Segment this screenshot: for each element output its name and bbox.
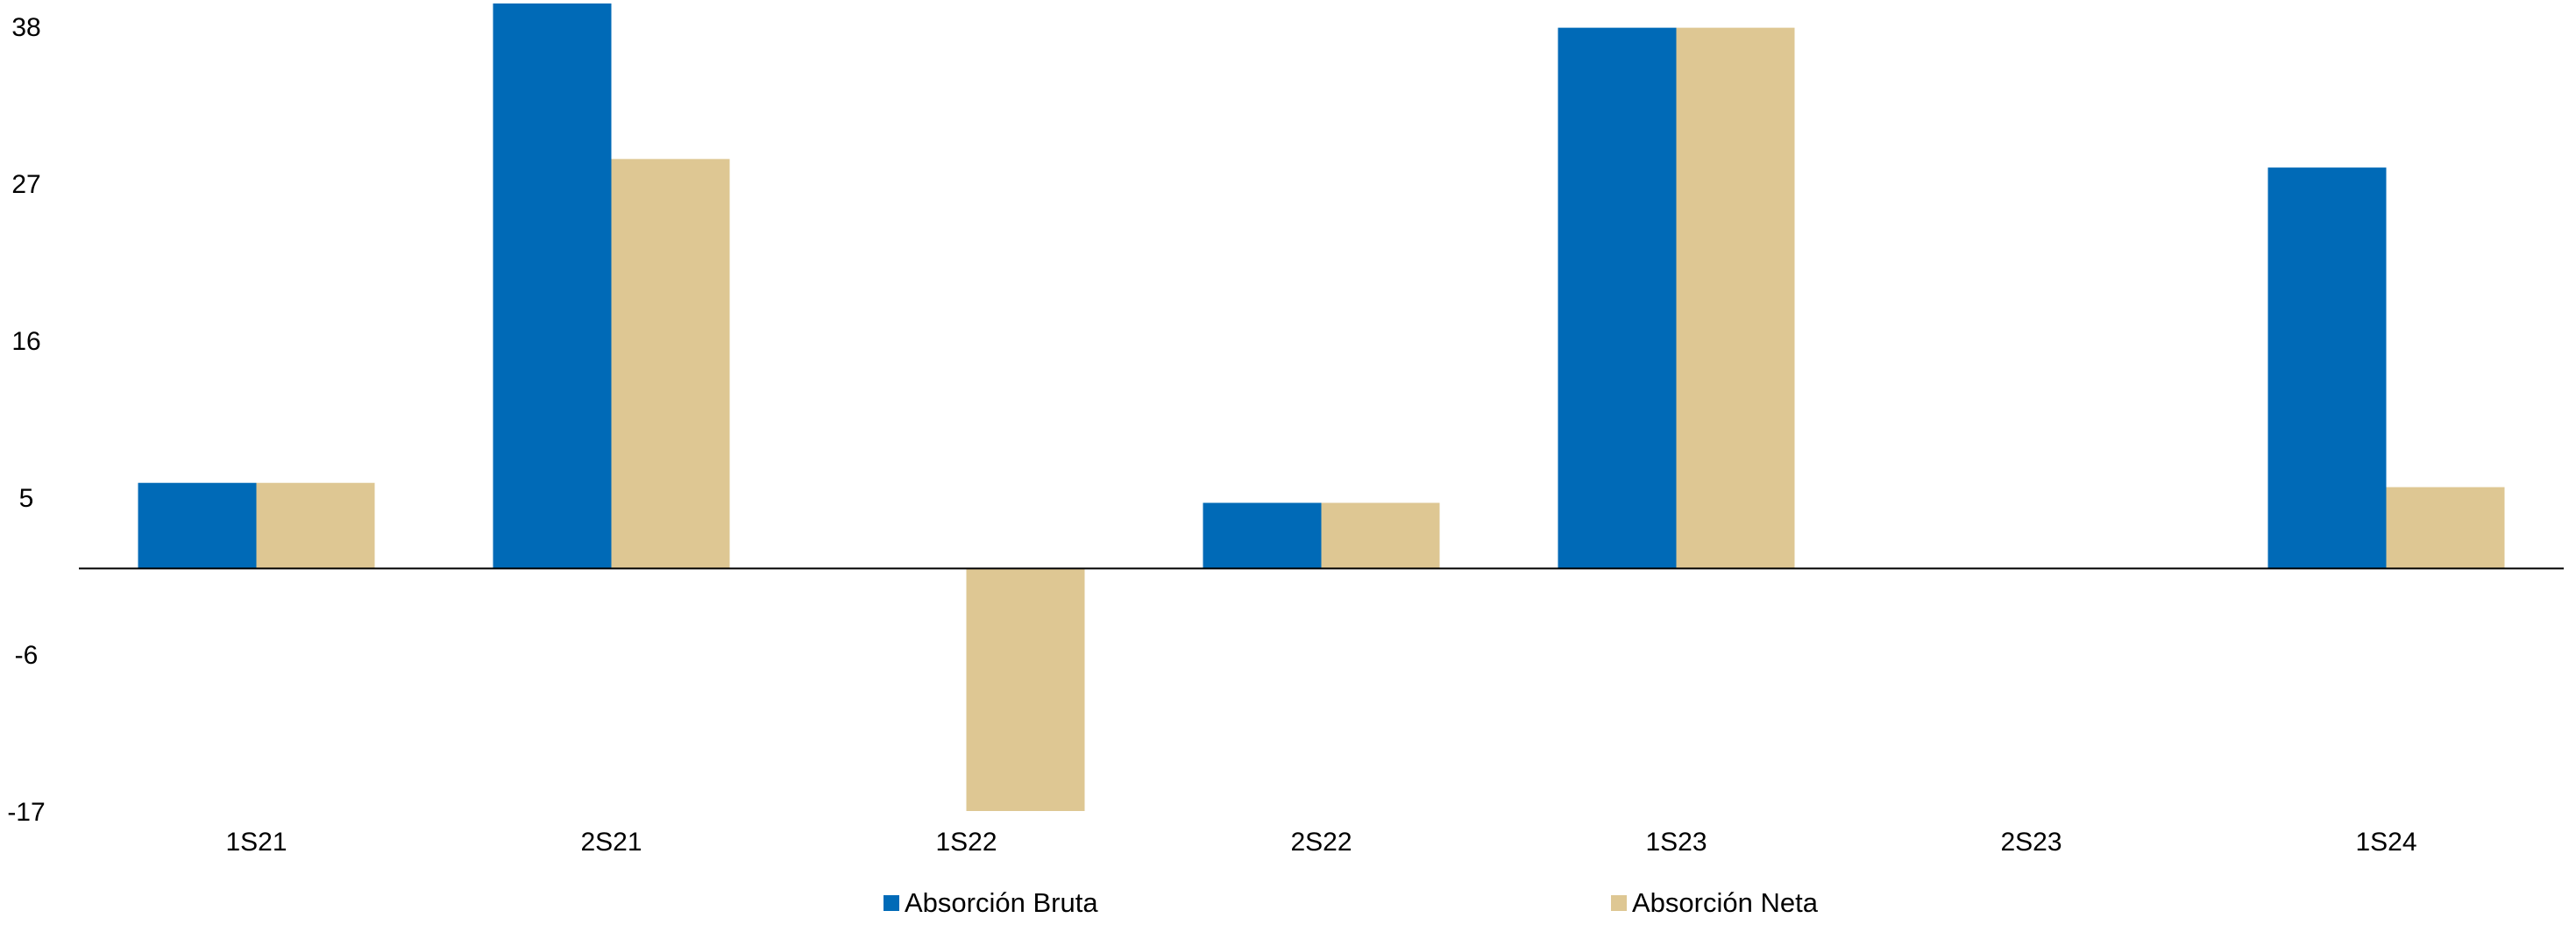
- bar-absorcion-bruta-2s21: [493, 3, 612, 569]
- bar-absorcion-neta-2s22: [1321, 502, 1440, 569]
- legend-swatch-absorcion-neta: [1611, 895, 1627, 911]
- x-category-label: 1S24: [2355, 828, 2416, 857]
- bars: [138, 3, 2505, 811]
- bar-absorcion-neta-1s23: [1676, 27, 1795, 569]
- bar-absorcion-neta-1s22: [966, 568, 1085, 811]
- y-tick-label: 16: [11, 327, 40, 356]
- y-axis-tick-labels: 38 27 16 5 -6 -17: [7, 13, 45, 827]
- legend-item-absorcion-neta: Absorción Neta: [1611, 887, 1818, 919]
- x-axis-category-labels: 1S21 2S21 1S22 2S22 1S23 2S23 1S24: [225, 828, 2416, 857]
- bar-absorcion-bruta-1s24: [2267, 167, 2387, 569]
- bar-absorcion-bruta-1s23: [1558, 27, 1677, 569]
- x-category-label: 2S22: [1290, 828, 1352, 857]
- legend: Absorción Bruta Absorción Neta: [0, 887, 2576, 922]
- legend-label-absorcion-bruta: Absorción Bruta: [905, 887, 1098, 918]
- legend-label-absorcion-neta: Absorción Neta: [1632, 887, 1818, 918]
- bar-absorcion-bruta-2s22: [1203, 502, 1322, 569]
- x-category-label: 2S23: [2000, 828, 2062, 857]
- bar-absorcion-neta-1s24: [2386, 487, 2505, 569]
- legend-swatch-absorcion-bruta: [884, 895, 899, 911]
- bar-absorcion-bruta-1s21: [138, 482, 257, 569]
- y-tick-label: -6: [15, 641, 39, 670]
- bar-absorcion-neta-2s21: [611, 159, 730, 569]
- x-category-label: 1S23: [1645, 828, 1707, 857]
- y-tick-label: 5: [19, 484, 34, 513]
- legend-item-absorcion-bruta: Absorción Bruta: [884, 887, 1098, 919]
- x-category-label: 2S21: [580, 828, 642, 857]
- x-category-label: 1S21: [225, 828, 287, 857]
- y-tick-label: 27: [11, 170, 40, 199]
- y-tick-label: -17: [7, 798, 45, 827]
- x-category-label: 1S22: [935, 828, 997, 857]
- bar-absorcion-neta-1s21: [256, 482, 375, 569]
- y-tick-label: 38: [11, 13, 40, 42]
